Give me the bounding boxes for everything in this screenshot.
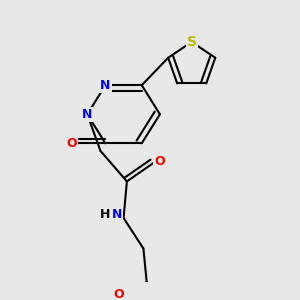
Text: O: O [154, 155, 165, 168]
Text: N: N [100, 79, 111, 92]
Text: S: S [187, 35, 197, 49]
Text: N: N [112, 208, 122, 221]
Text: O: O [66, 137, 77, 150]
Text: N: N [82, 108, 92, 121]
Text: O: O [113, 288, 124, 300]
Text: H: H [100, 208, 111, 221]
